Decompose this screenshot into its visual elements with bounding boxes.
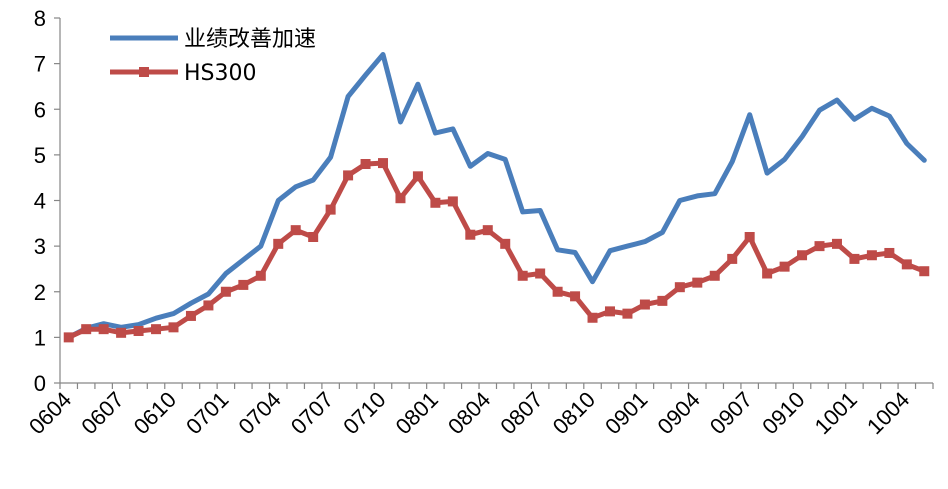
series-line-2 (66, 160, 927, 340)
y-tick-label: 2 (34, 280, 46, 305)
data-point (482, 225, 493, 236)
data-point (98, 324, 109, 335)
data-point (657, 295, 668, 306)
data-point (639, 299, 650, 310)
data-point (884, 247, 895, 258)
data-point (447, 196, 458, 207)
data-point (692, 277, 703, 288)
data-point (81, 324, 92, 335)
legend: 业绩改善加速 HS300 (110, 27, 316, 86)
data-point (797, 250, 808, 261)
data-point (849, 253, 860, 264)
data-point (587, 312, 598, 323)
y-tick-label: 5 (34, 143, 46, 168)
legend-label-2: HS300 (184, 61, 257, 86)
x-tick-label: 0807 (495, 387, 547, 439)
y-tick-label: 3 (34, 234, 46, 259)
y-tick-label: 0 (34, 371, 46, 396)
data-point (465, 229, 476, 240)
x-tick-label: 0610 (129, 387, 181, 439)
data-point (255, 270, 266, 281)
x-tick-label: 0904 (653, 387, 705, 439)
data-point (727, 253, 738, 264)
data-point (622, 308, 633, 319)
x-axis: 0604 0607 0610 0701 0704 0707 0710 0801 0804 0807… (24, 382, 934, 439)
data-point (779, 261, 790, 272)
x-tick-label: 0707 (286, 387, 338, 439)
data-point (604, 306, 615, 317)
data-point (116, 327, 127, 338)
data-point (412, 171, 423, 182)
data-point (378, 158, 389, 169)
x-tick-label: 0804 (443, 387, 495, 439)
plot-area (63, 52, 930, 343)
data-point (570, 291, 581, 302)
data-point (831, 238, 842, 249)
data-point (325, 204, 336, 215)
data-point (535, 268, 546, 279)
data-point (901, 259, 912, 270)
data-point (517, 270, 528, 281)
series-line-1 (66, 52, 927, 340)
legend-label-1: 业绩改善加速 (184, 27, 316, 52)
data-point (709, 270, 720, 281)
x-tick-label: 0607 (76, 387, 128, 439)
x-tick-label: 1004 (862, 387, 914, 439)
x-tick-label: 0710 (338, 387, 390, 439)
data-point (762, 268, 773, 279)
y-tick-label: 4 (34, 189, 46, 214)
x-tick-label: 0810 (548, 387, 600, 439)
data-point (395, 193, 406, 204)
data-point (63, 332, 74, 343)
data-point (430, 197, 441, 208)
x-tick-label: 0910 (757, 387, 809, 439)
data-point (290, 225, 301, 236)
data-point (220, 286, 231, 297)
data-point (133, 325, 144, 336)
data-point (866, 250, 877, 261)
data-point (343, 170, 354, 181)
y-tick-label: 1 (34, 325, 46, 350)
x-tick-label: 0901 (600, 387, 652, 439)
x-tick-label: 0801 (391, 387, 443, 439)
y-tick-label: 6 (34, 97, 46, 122)
data-point (500, 238, 511, 249)
x-tick-label: 0604 (24, 387, 76, 439)
data-point (238, 279, 249, 290)
y-tick-label: 8 (34, 6, 46, 31)
x-tick-label: 0704 (233, 387, 285, 439)
data-point (168, 322, 179, 333)
x-tick-label: 0907 (705, 387, 757, 439)
x-tick-label: 0701 (181, 387, 233, 439)
x-tick-label: 1001 (810, 387, 862, 439)
data-point (552, 286, 563, 297)
data-point (308, 232, 319, 242)
y-tick-label: 7 (34, 52, 46, 77)
data-point (674, 282, 685, 293)
data-point (744, 232, 755, 242)
data-point (814, 241, 825, 252)
y-axis: 0 1 2 3 4 5 6 7 8 (34, 6, 61, 396)
data-point (919, 266, 930, 277)
data-point (273, 238, 284, 249)
data-point (360, 159, 371, 169)
legend-marker (139, 67, 149, 77)
data-point (203, 300, 214, 311)
data-point (151, 324, 162, 335)
data-point (185, 310, 196, 321)
